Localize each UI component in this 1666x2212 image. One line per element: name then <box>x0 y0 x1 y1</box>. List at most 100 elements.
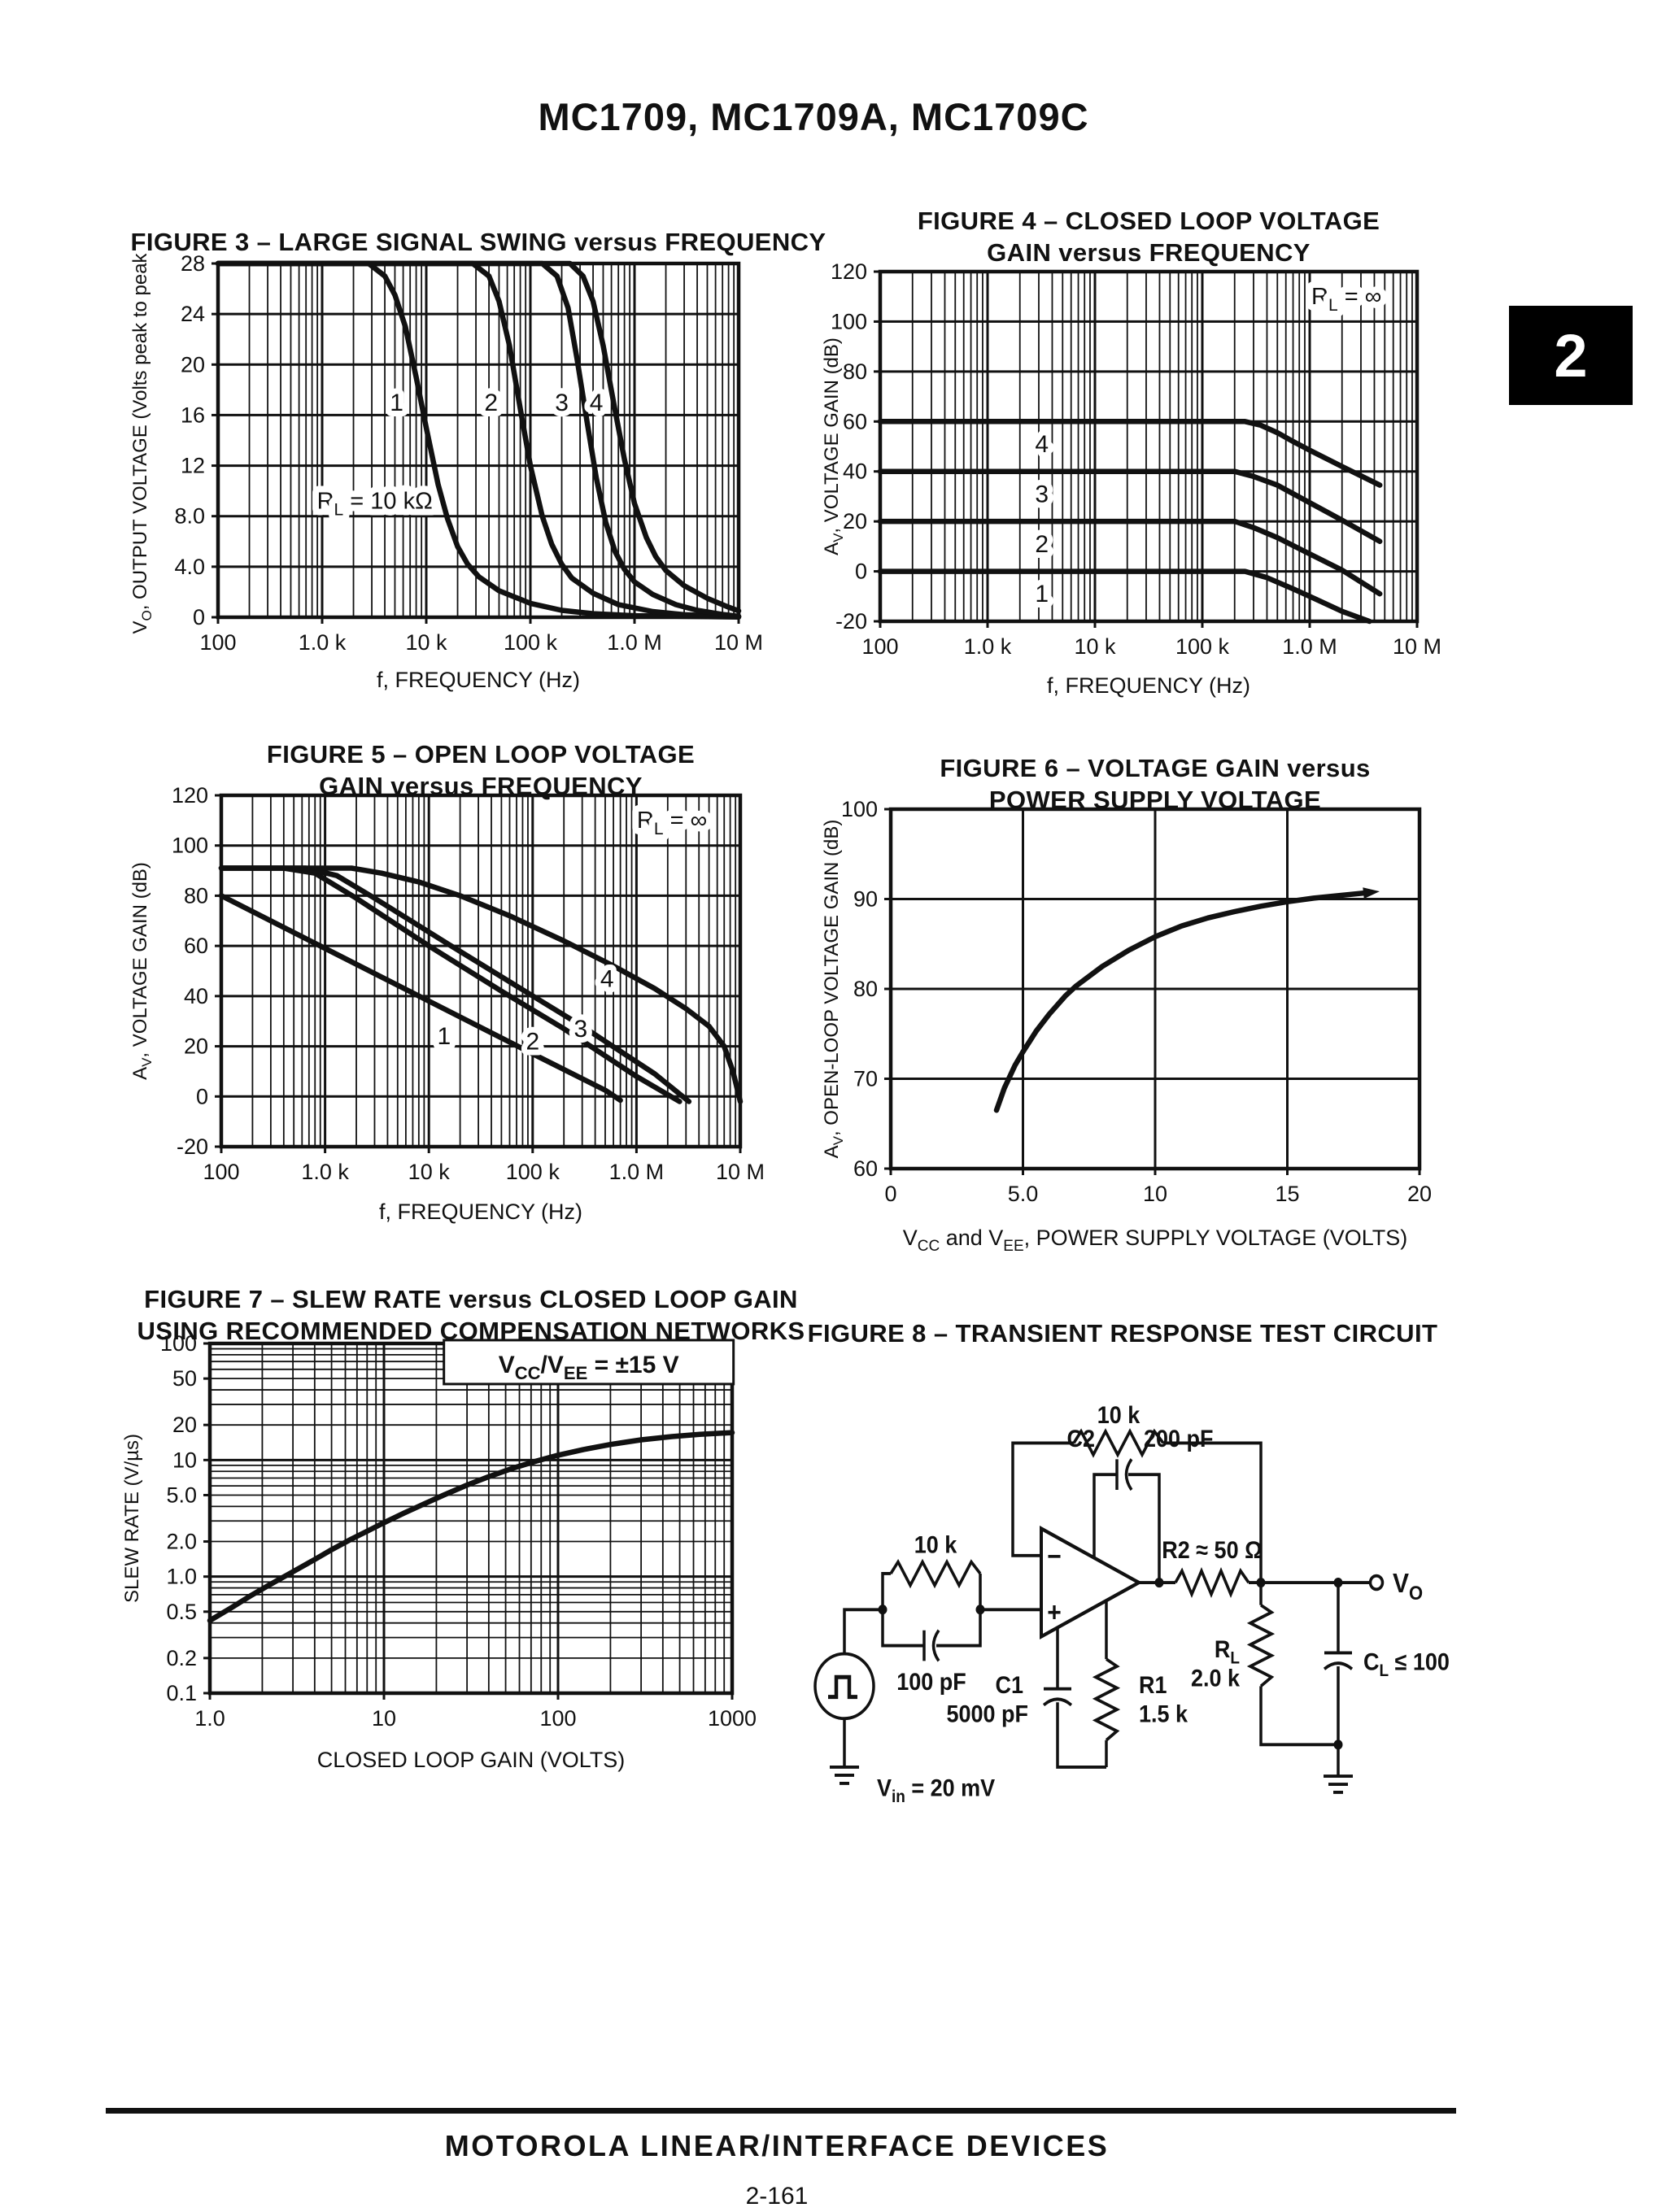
y-tick-label: 90 <box>853 887 878 912</box>
y-axis-label: AV, VOLTAGE GAIN (dB) <box>129 862 155 1080</box>
x-axis-label: f, FREQUENCY (Hz) <box>377 668 580 692</box>
x-tick-label: 1.0 k <box>964 634 1012 659</box>
opamp-triangle-icon <box>1040 1526 1143 1640</box>
wire-input-r-left <box>881 1572 891 1610</box>
y-tick-label: 20 <box>181 352 205 377</box>
label-input-resistor: 10 k <box>914 1531 957 1559</box>
y-tick-label: 80 <box>843 359 867 384</box>
grid <box>218 263 739 617</box>
footer-rule <box>106 2108 1456 2114</box>
ground-symbol-source-icon <box>830 1766 859 1785</box>
label-feedback-resistor: 10 k <box>1097 1402 1140 1430</box>
figure8-title: FIGURE 8 – TRANSIENT RESPONSE TEST CIRCU… <box>807 1319 1438 1348</box>
y-tick-label: 70 <box>853 1067 878 1091</box>
x-tick-label: 100 k <box>1175 634 1230 659</box>
pulse-waveform-icon <box>828 1674 857 1700</box>
figure5-title: FIGURE 5 – OPEN LOOP VOLTAGE <box>266 740 696 769</box>
figure-7: FIGURE 7 – SLEW RATE versus CLOSED LOOP … <box>114 1283 805 1804</box>
y-tick-label: 60 <box>184 934 208 958</box>
y-tick-label: 20 <box>184 1034 208 1059</box>
footer-text: MOTOROLA LINEAR/INTERFACE DEVICES <box>444 2129 1110 2162</box>
y-tick-label: 0.2 <box>166 1646 197 1670</box>
output-terminal-icon <box>1368 1574 1385 1592</box>
y-tick-label: 120 <box>172 786 208 808</box>
x-tick-label: 15 <box>1275 1182 1299 1206</box>
wire-input-c-left <box>881 1609 924 1648</box>
y-tick-label: 60 <box>843 409 867 433</box>
y-tick-label: 50 <box>172 1366 197 1391</box>
curve-4 <box>215 260 742 614</box>
x-tick-label: 10 k <box>408 1160 451 1184</box>
x-tick-label: 100 <box>199 630 236 655</box>
x-tick-label: 1.0 k <box>299 630 347 655</box>
y-tick-label: 5.0 <box>166 1483 197 1507</box>
x-tick-label: 5.0 <box>1008 1182 1039 1206</box>
plot-frame <box>878 269 1420 624</box>
capacitor-c2-curved-plate-icon <box>1124 1458 1133 1491</box>
y-tick-label: 0 <box>196 1084 208 1108</box>
x-tick-label: 1.0 M <box>609 1160 665 1184</box>
curve-1 <box>218 893 623 1104</box>
grid <box>891 809 1420 1169</box>
y-tick-label: 60 <box>853 1156 878 1181</box>
resistor-r1-icon <box>1094 1657 1119 1742</box>
curve-number-label: 4 <box>1035 431 1049 458</box>
figure4-title-line2: GAIN versus FREQUENCY <box>987 238 1311 267</box>
label-c2-value: 200 pF <box>1144 1426 1214 1453</box>
y-tick-label: -20 <box>177 1134 208 1159</box>
x-tick-label: 100 k <box>506 1160 560 1184</box>
label-rl-value: 2.0 k <box>1191 1665 1240 1692</box>
y-tick-label: 4.0 <box>174 555 205 579</box>
y-tick-label: 0.5 <box>166 1600 197 1624</box>
y-tick-label: 0 <box>855 560 867 584</box>
circuit-junctions <box>878 1577 1343 1750</box>
junction-dot <box>878 1605 888 1615</box>
curve-number-label: 1 <box>1035 581 1049 607</box>
grid <box>221 795 740 1147</box>
y-tick-label: 100 <box>172 834 208 858</box>
x-tick-label: 10 k <box>405 630 447 655</box>
figure8-circuit-schematic: 10 k C2 200 pF 10 k 100 pF R2 ≈ 50 Ω C1 … <box>813 1402 1456 1807</box>
curve-number-label: 4 <box>590 390 604 416</box>
capacitor-c1-curved-plate-icon <box>1042 1697 1073 1707</box>
label-r1-name: R1 <box>1139 1672 1167 1700</box>
annotation-box <box>443 1339 735 1386</box>
x-tick-label: 100 <box>203 1160 239 1184</box>
capacitor-cl-curved-plate-icon <box>1323 1661 1354 1670</box>
wire-feedback-left <box>1011 1441 1074 1557</box>
tick-marks <box>884 808 1421 1175</box>
circuit-labels: 10 k C2 200 pF 10 k 100 pF R2 ≈ 50 Ω C1 … <box>877 1402 1456 1807</box>
opamp-minus-input-label: − <box>1047 1541 1062 1572</box>
chart-annotation: VCC/VEE = ±15 V <box>499 1352 679 1383</box>
y-tick-label: 1.0 <box>166 1565 197 1589</box>
label-r1-value: 1.5 k <box>1139 1700 1188 1728</box>
y-tick-label: 100 <box>831 309 867 333</box>
curve-number-label: 4 <box>600 965 614 992</box>
figure-6: FIGURE 6 – VOLTAGE GAIN versus POWER SUP… <box>813 752 1481 1273</box>
figure-4: FIGURE 4 – CLOSED LOOP VOLTAGE GAIN vers… <box>813 205 1481 725</box>
curve-number-label: 1 <box>390 390 403 416</box>
page-title: MC1709, MC1709A, MC1709C <box>538 95 1089 138</box>
curve-number-label: 2 <box>1035 531 1049 558</box>
curve-main <box>993 890 1370 1113</box>
x-tick-label: 100 <box>539 1706 576 1731</box>
wire-c2-right <box>1128 1473 1161 1583</box>
resistor-rl-icon <box>1249 1603 1273 1688</box>
y-tick-label: 20 <box>172 1413 197 1437</box>
label-c1-value: 5000 pF <box>946 1700 1028 1728</box>
x-axis-label: CLOSED LOOP GAIN (VOLTS) <box>317 1748 626 1772</box>
x-tick-label: 1000 <box>708 1706 757 1731</box>
y-tick-label: 28 <box>181 254 205 276</box>
y-tick-label: 0 <box>193 605 205 629</box>
label-rl-name: RL <box>1215 1636 1240 1668</box>
x-tick-label: 10 <box>1143 1182 1167 1206</box>
section-tab-number: 2 <box>1554 321 1588 390</box>
y-axis-label: SLEW RATE (V/µs) <box>121 1434 143 1603</box>
figure-3: FIGURE 3 – LARGE SIGNAL SWING versus FRE… <box>122 226 826 747</box>
y-axis-label: AV, VOLTAGE GAIN (dB) <box>821 337 846 555</box>
figure5-chart: 100 1.0 k 10 k 100 k 1.0 M 10 M -20 0 20 40 60 80 10… <box>129 786 765 1224</box>
y-tick-label: 40 <box>843 459 867 484</box>
junction-dot <box>1256 1577 1266 1588</box>
figure6-chart: 0 5.0 10 15 20 60 70 80 90 100 VCC and VEE, POWER … <box>821 799 1432 1255</box>
